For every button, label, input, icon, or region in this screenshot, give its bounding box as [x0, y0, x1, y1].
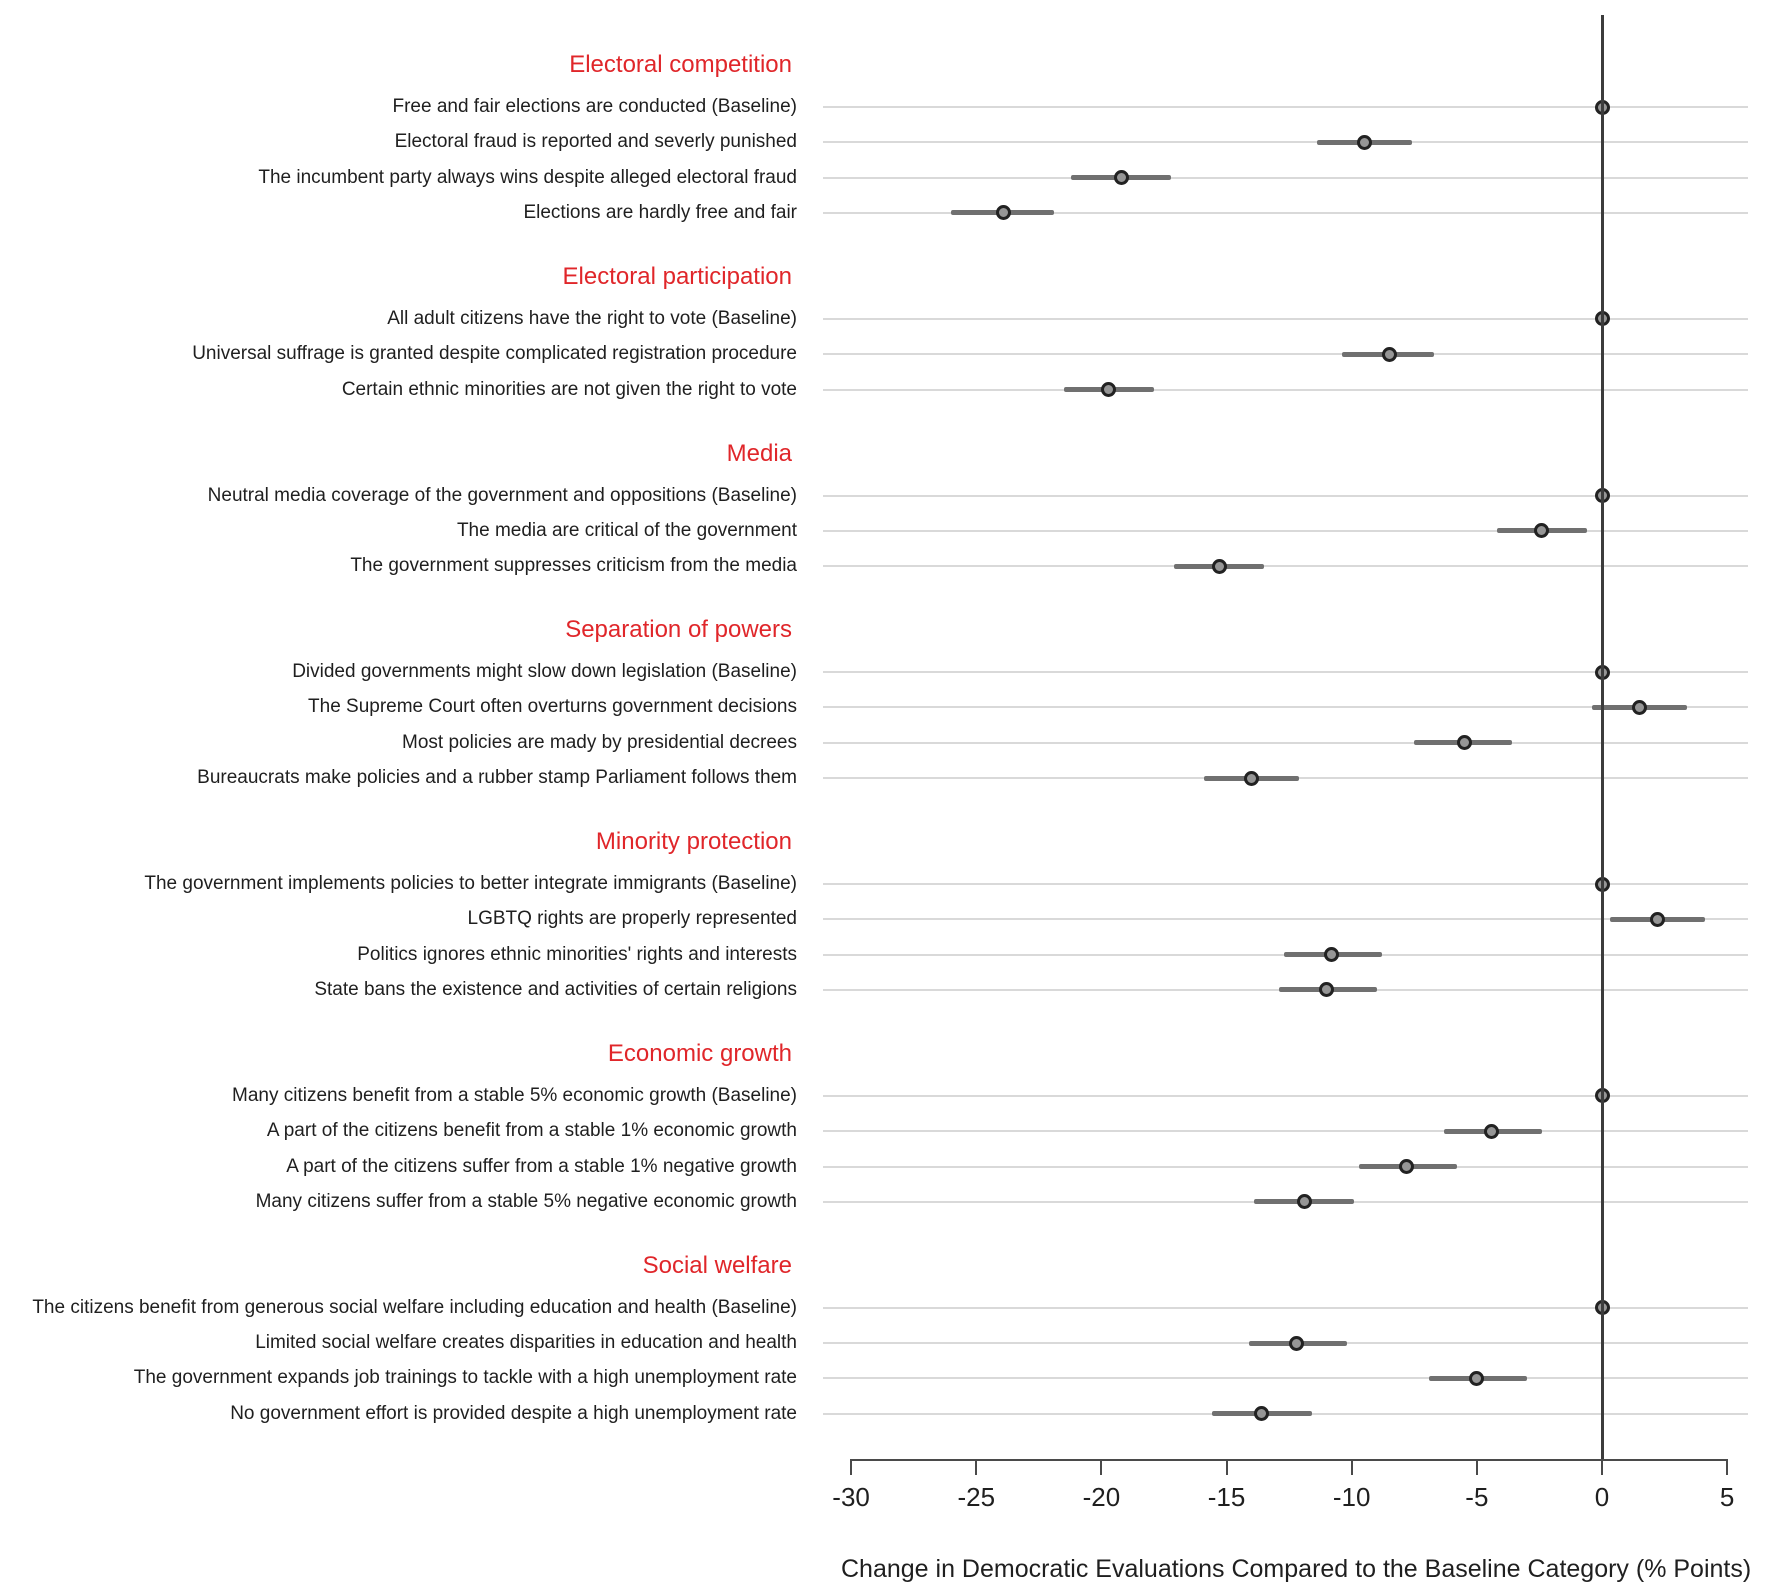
x-axis-tick-label: -25 — [957, 1482, 996, 1512]
row-label: No government effort is provided despite… — [230, 1402, 797, 1424]
point-estimate-dot — [1254, 1406, 1270, 1422]
row-label: A part of the citizens suffer from a sta… — [286, 1155, 797, 1177]
row-label: The Supreme Court often overturns govern… — [308, 696, 797, 718]
row-label: State bans the existence and activities … — [314, 978, 797, 1000]
point-estimate-dot — [996, 205, 1012, 221]
point-estimate-dot — [1211, 558, 1227, 574]
row-label: The government expands job trainings to … — [133, 1367, 797, 1389]
row-label: All adult citizens have the right to vot… — [387, 307, 797, 329]
x-axis-tick-label: -5 — [1465, 1482, 1489, 1512]
point-estimate-dot — [1319, 982, 1335, 998]
x-axis-tick — [1475, 1459, 1478, 1475]
row-label: Bureaucrats make policies and a rubber s… — [197, 767, 797, 788]
gridline — [823, 565, 1748, 568]
x-axis-title: Change in Democratic Evaluations Compare… — [841, 1555, 1752, 1583]
gridline — [823, 494, 1748, 497]
point-estimate-dot — [1649, 911, 1665, 927]
row-label: The citizens benefit from generous socia… — [32, 1296, 797, 1318]
x-axis-tick-label: -30 — [832, 1482, 870, 1512]
row-label: The government suppresses criticism from… — [350, 555, 797, 577]
gridline — [823, 1130, 1748, 1133]
gridline — [823, 317, 1748, 320]
point-estimate-dot — [1296, 1194, 1312, 1210]
section-header: Minority protection — [595, 828, 792, 855]
row-label: Neutral media coverage of the government… — [207, 484, 797, 506]
x-axis-line — [851, 1459, 1728, 1461]
x-axis-tick — [1100, 1459, 1103, 1475]
x-axis-tick — [850, 1459, 853, 1475]
gridline — [823, 176, 1748, 179]
gridline — [823, 706, 1748, 709]
point-estimate-dot — [1289, 1335, 1305, 1351]
point-estimate-dot — [1324, 947, 1340, 963]
gridline — [823, 918, 1748, 921]
row-label: Politics ignores ethnic minorities' righ… — [357, 943, 797, 965]
row-label: Limited social welfare creates dispariti… — [255, 1332, 797, 1354]
row-label: Divided governments might slow down legi… — [292, 661, 797, 683]
row-label: Electoral fraud is reported and severly … — [394, 131, 797, 153]
x-axis-tick-label: -15 — [1207, 1482, 1246, 1512]
point-estimate-dot — [1113, 170, 1129, 186]
row-label: Elections are hardly free and fair — [523, 201, 797, 223]
gridline — [823, 106, 1748, 108]
point-estimate-dot — [1456, 735, 1472, 751]
gridline — [823, 1377, 1748, 1380]
gridline — [823, 1165, 1748, 1168]
gridline — [823, 1094, 1748, 1097]
gridline — [823, 353, 1748, 356]
row-label: LGBTQ rights are properly represented — [467, 908, 798, 930]
row-label: A part of the citizens benefit from a st… — [266, 1120, 797, 1142]
row-label: The incumbent party always wins despite … — [258, 166, 797, 188]
gridline — [823, 1306, 1748, 1309]
x-axis-tick — [1225, 1459, 1228, 1475]
section-header: Separation of powers — [565, 616, 792, 644]
gridline — [823, 388, 1748, 391]
x-axis-tick — [1601, 1459, 1603, 1475]
section-header: Electoral participation — [562, 262, 792, 290]
gridline — [823, 211, 1748, 214]
x-axis-tick — [1726, 1459, 1729, 1475]
x-axis-tick-label: -10 — [1332, 1482, 1371, 1512]
point-estimate-dot — [1381, 346, 1397, 362]
gridline — [823, 529, 1748, 532]
row-label: Certain ethnic minorities are not given … — [341, 378, 797, 400]
row-label: Many citizens suffer from a stable 5% ne… — [255, 1190, 797, 1212]
point-estimate-dot — [1399, 1159, 1415, 1174]
point-estimate-dot — [1632, 699, 1648, 715]
gridline — [823, 741, 1748, 744]
section-header: Media — [726, 439, 792, 467]
x-axis-tick-label: 0 — [1594, 1482, 1610, 1512]
section-header: Social welfare — [642, 1251, 792, 1279]
row-label: Many citizens benefit from a stable 5% e… — [232, 1084, 797, 1106]
zero-reference-line — [1600, 15, 1604, 1459]
row-label: The government implements policies to be… — [144, 873, 797, 894]
gridline — [823, 141, 1748, 144]
section-header: Electoral competition — [569, 51, 792, 78]
row-label: Most policies are mady by presidential d… — [402, 731, 797, 753]
point-estimate-dot — [1534, 523, 1550, 539]
point-estimate-dot — [1101, 382, 1117, 397]
point-estimate-dot — [1484, 1123, 1500, 1139]
section-header: Economic growth — [607, 1039, 792, 1067]
x-axis-tick — [975, 1459, 978, 1475]
row-label: Free and fair elections are conducted (B… — [392, 96, 797, 117]
x-axis-tick-label: -20 — [1082, 1482, 1121, 1512]
gridline — [823, 671, 1748, 674]
gridline — [823, 883, 1748, 885]
row-label: Universal suffrage is granted despite co… — [192, 343, 797, 365]
row-label: The media are critical of the government — [456, 519, 797, 541]
x-axis-tick-label: 5 — [1719, 1482, 1735, 1512]
point-estimate-dot — [1356, 134, 1372, 150]
point-estimate-dot — [1244, 770, 1260, 786]
x-axis-tick — [1350, 1459, 1353, 1475]
point-estimate-dot — [1469, 1370, 1485, 1386]
